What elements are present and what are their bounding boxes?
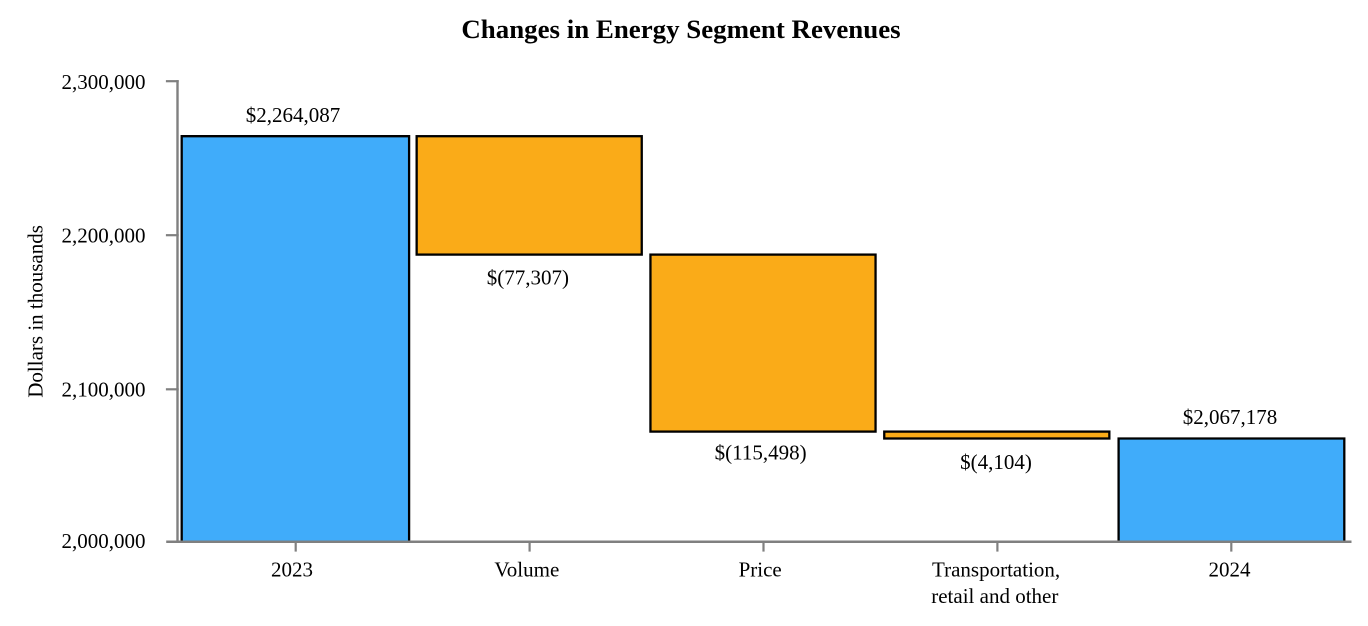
svg-text:retail and other: retail and other (931, 584, 1058, 608)
svg-text:$(115,498): $(115,498) (715, 441, 807, 465)
svg-text:2,300,000: 2,300,000 (62, 70, 146, 94)
svg-text:2,200,000: 2,200,000 (62, 224, 146, 248)
svg-text:$2,264,087: $2,264,087 (246, 103, 341, 127)
svg-text:2023: 2023 (271, 557, 313, 581)
svg-text:Price: Price (739, 557, 782, 581)
svg-text:Volume: Volume (494, 557, 559, 581)
svg-text:Changes in Energy Segment Reve: Changes in Energy Segment Revenues (461, 14, 900, 44)
svg-text:$2,067,178: $2,067,178 (1183, 405, 1278, 429)
svg-text:2,000,000: 2,000,000 (62, 529, 146, 553)
svg-text:Dollars in thousands: Dollars in thousands (24, 225, 48, 398)
svg-text:$(77,307): $(77,307) (487, 265, 569, 289)
svg-text:2024: 2024 (1209, 557, 1252, 581)
svg-text:$(4,104): $(4,104) (960, 450, 1032, 474)
svg-text:Transportation,: Transportation, (932, 557, 1060, 581)
svg-text:2,100,000: 2,100,000 (62, 378, 146, 402)
